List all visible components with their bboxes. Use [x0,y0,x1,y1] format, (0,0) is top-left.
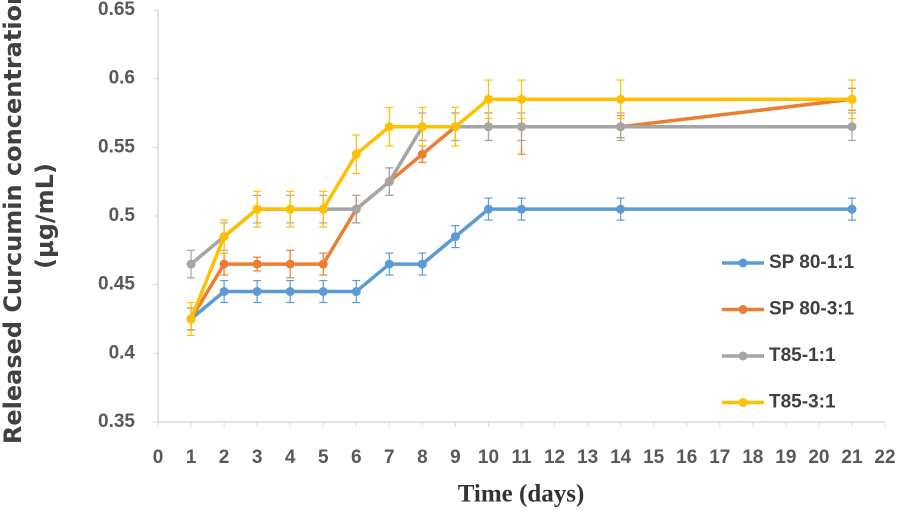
y-tick-label: 0.4 [109,342,136,363]
x-tick-label: 11 [511,447,532,468]
data-point [517,122,526,132]
legend-marker [738,351,748,361]
x-tick-label: 13 [577,447,598,468]
data-point [318,204,328,214]
y-tick-label: 0.55 [98,136,135,157]
x-tick-label: 12 [544,447,565,468]
x-tick-label: 21 [841,447,863,468]
legend-label: T85-3:1 [769,392,836,413]
x-tick-label: 4 [285,447,296,468]
x-tick-label: 3 [252,447,263,468]
data-point [417,149,427,159]
data-point [847,122,857,132]
y-tick-label: 0.6 [109,68,135,89]
x-tick-label: 16 [676,447,697,468]
data-point [417,259,427,269]
legend-marker [738,398,748,407]
x-tick-label: 18 [742,447,763,468]
x-tick-label: 22 [874,447,895,468]
data-point [517,204,526,214]
x-tick-label: 2 [219,447,230,468]
data-point [351,287,361,297]
data-point [450,122,460,132]
data-point [483,122,493,132]
legend-marker [738,305,748,314]
legend-label: T85-1:1 [769,345,836,366]
data-point [384,259,394,269]
x-tick-label: 17 [709,447,730,468]
y-axis-title: (µg/mL) [31,163,59,269]
data-point [219,259,229,269]
y-tick-label: 0.35 [98,411,135,432]
data-point [252,259,262,269]
x-tick-label: 20 [808,447,829,468]
y-axis-title: Released Curcumin concentration [0,0,27,444]
data-point [285,287,295,297]
x-tick-label: 9 [450,447,461,468]
x-tick-label: 15 [643,447,665,468]
data-point [318,287,328,297]
data-point [186,259,196,269]
data-point [351,204,361,214]
y-tick-label: 0.45 [98,274,135,295]
data-point [384,122,394,132]
x-tick-label: 14 [610,447,632,468]
legend-marker [738,258,748,268]
data-point [616,94,626,104]
data-point [417,122,427,132]
data-point [186,314,196,324]
data-point [483,204,493,214]
data-point [351,149,361,159]
data-point [384,177,394,187]
data-point [517,94,526,104]
x-tick-label: 8 [417,447,428,468]
y-tick-label: 0.5 [109,205,136,226]
data-point [483,94,493,104]
data-point [252,204,262,214]
data-point [285,204,295,214]
data-point [252,287,262,297]
data-point [847,94,857,104]
x-tick-label: 19 [775,447,796,468]
x-axis-title: Time (days) [458,481,585,508]
x-tick-label: 6 [351,447,362,468]
x-tick-label: 0 [153,447,164,468]
data-point [847,204,857,214]
data-point [450,232,460,242]
x-tick-label: 7 [384,447,395,468]
x-tick-label: 5 [318,447,329,468]
data-point [616,204,626,214]
data-point [285,259,295,269]
x-tick-label: 10 [478,447,499,468]
legend-label: SP 80-1:1 [769,252,855,273]
x-tick-label: 1 [186,447,197,468]
legend-label: SP 80-3:1 [769,299,855,320]
data-point [616,122,626,132]
data-point [219,287,229,297]
data-point [318,259,328,269]
y-tick-label: 0.65 [98,0,135,20]
data-point [219,232,229,242]
